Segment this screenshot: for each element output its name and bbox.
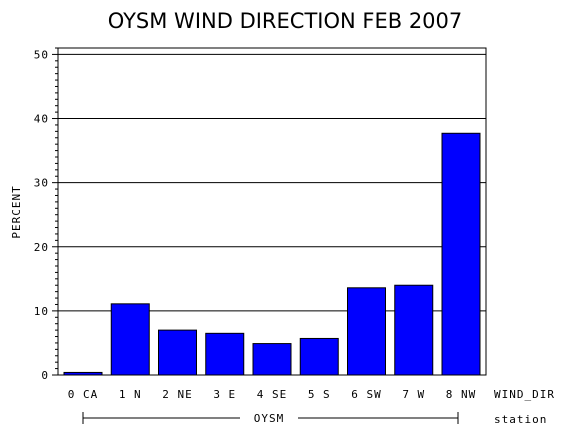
x-tick-label: 8 NW bbox=[446, 388, 477, 401]
y-tick-label: 20 bbox=[34, 241, 49, 254]
y-tick-label: 0 bbox=[41, 369, 49, 382]
x-axis-labels: 0 CA 1 N 2 NE 3 E 4 SE 5 S 6 SW 7 W 8 NW bbox=[68, 388, 477, 401]
bar-2-ne bbox=[158, 329, 197, 376]
bar-7-w bbox=[394, 284, 434, 376]
station-group-bracket: OYSM bbox=[82, 412, 459, 425]
y-tick-label: 40 bbox=[34, 113, 49, 126]
x-tick-label: 4 SE bbox=[257, 388, 288, 401]
x-tick-label: 2 NE bbox=[162, 388, 193, 401]
x-tick-label: 3 E bbox=[213, 388, 236, 401]
bar-3-e bbox=[205, 332, 245, 376]
plot-frame bbox=[57, 47, 487, 376]
y-tick-label: 10 bbox=[34, 305, 49, 318]
y-tick-label: 50 bbox=[34, 48, 49, 61]
bars bbox=[63, 132, 481, 376]
bar-5-s bbox=[299, 337, 339, 376]
station-axis-label: station bbox=[494, 413, 547, 426]
x-tick-label: 5 S bbox=[308, 388, 331, 401]
grid-lines bbox=[58, 53, 486, 312]
y-axis-ticks: 0 10 20 30 40 50 bbox=[34, 47, 58, 382]
bar-4-se bbox=[252, 343, 292, 376]
bar-6-sw bbox=[347, 287, 386, 376]
x-tick-label: 1 N bbox=[119, 388, 142, 401]
x-axis-label: WIND_DIR bbox=[494, 388, 555, 401]
bar-1-n bbox=[110, 303, 150, 376]
y-axis-label: PERCENT bbox=[10, 185, 23, 238]
x-tick-label: 0 CA bbox=[68, 388, 99, 401]
bar-8-nw bbox=[441, 132, 481, 376]
x-tick-label: 7 W bbox=[402, 388, 425, 401]
chart-title: OYSM WIND DIRECTION FEB 2007 bbox=[108, 9, 463, 33]
x-tick-label: 6 SW bbox=[351, 388, 382, 401]
station-group-label: OYSM bbox=[254, 412, 285, 425]
y-tick-label: 30 bbox=[34, 177, 49, 190]
